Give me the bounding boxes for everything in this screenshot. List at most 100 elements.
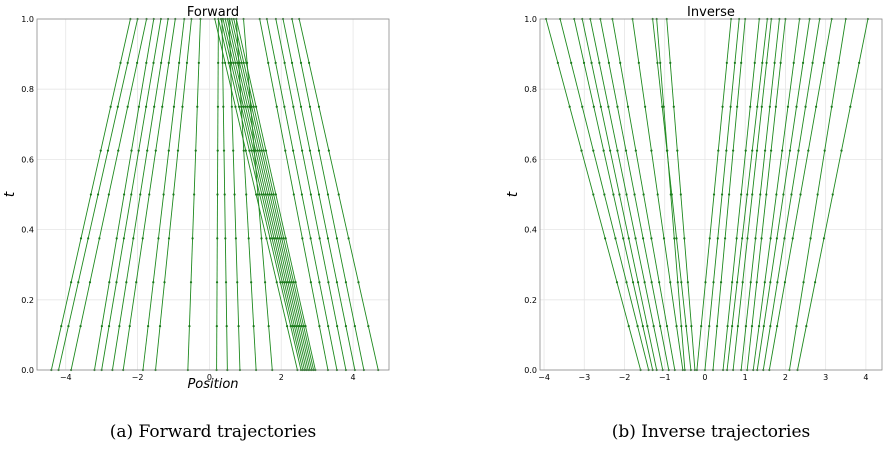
trajectory-point bbox=[318, 281, 321, 284]
trajectory-point bbox=[755, 149, 759, 152]
trajectory-point bbox=[592, 105, 595, 108]
trajectory-point bbox=[840, 149, 843, 152]
inverse-title: Inverse bbox=[687, 5, 735, 20]
trajectory-point bbox=[185, 61, 189, 64]
trajectory-point bbox=[556, 61, 559, 64]
trajectory-point bbox=[641, 325, 644, 328]
trajectory-point bbox=[99, 149, 102, 152]
trajectory-point bbox=[290, 61, 294, 64]
trajectory-point bbox=[783, 281, 787, 284]
trajectory-point bbox=[130, 193, 133, 196]
trajectory-point bbox=[858, 61, 861, 64]
trajectory-point bbox=[189, 281, 193, 284]
trajectory-point bbox=[128, 325, 131, 328]
trajectory-point bbox=[250, 281, 253, 284]
trajectory-point bbox=[719, 281, 723, 284]
trajectory-point bbox=[615, 281, 619, 284]
trajectory-point bbox=[612, 193, 615, 196]
trajectory-point bbox=[776, 325, 779, 328]
trajectory-point bbox=[67, 325, 70, 328]
trajectory-point bbox=[741, 237, 744, 240]
trajectory-point bbox=[309, 193, 312, 196]
trajectory-point bbox=[797, 149, 800, 152]
trajectory-point bbox=[285, 325, 289, 328]
trajectory-point bbox=[700, 325, 703, 328]
trajectory-point bbox=[299, 105, 303, 108]
trajectory-point bbox=[590, 61, 593, 64]
trajectory-point bbox=[788, 149, 792, 152]
trajectory-point bbox=[98, 237, 101, 240]
trajectory-point bbox=[335, 281, 339, 284]
forward-title: Forward bbox=[187, 5, 239, 20]
y-tick-label: 0.8 bbox=[524, 85, 537, 94]
trajectory-point bbox=[224, 281, 228, 284]
trajectory-point bbox=[783, 237, 786, 240]
trajectory-point bbox=[109, 105, 112, 108]
trajectory bbox=[732, 17, 773, 372]
trajectory-point bbox=[292, 281, 295, 284]
trajectory-point bbox=[760, 237, 763, 240]
trajectory-point bbox=[245, 193, 248, 196]
trajectory bbox=[573, 17, 654, 372]
trajectory-point bbox=[618, 193, 621, 196]
trajectory-point bbox=[344, 325, 347, 328]
trajectory-point bbox=[106, 149, 110, 152]
trajectory-point bbox=[326, 237, 330, 240]
trajectory-point bbox=[627, 325, 630, 328]
trajectory-point bbox=[680, 281, 683, 284]
trajectory-point bbox=[96, 193, 100, 196]
trajectory-point bbox=[264, 193, 267, 196]
trajectory bbox=[226, 17, 310, 372]
trajectory-point bbox=[158, 325, 162, 328]
trajectory-point bbox=[270, 193, 273, 196]
trajectory-point bbox=[326, 193, 330, 196]
trajectory-point bbox=[317, 105, 321, 108]
trajectory bbox=[756, 17, 811, 372]
trajectory bbox=[141, 17, 186, 372]
trajectory-point bbox=[801, 61, 805, 64]
trajectory-point bbox=[237, 325, 240, 328]
trajectory-point bbox=[762, 325, 765, 328]
trajectory-point bbox=[765, 61, 768, 64]
trajectory-point bbox=[849, 105, 852, 108]
trajectory-point bbox=[736, 105, 739, 108]
trajectory-point bbox=[242, 149, 245, 152]
inverse-panel: −4 −3 −2 −1 0 1 2 3 40.00.20.40.60.81.0 Inverse … bbox=[505, 5, 883, 442]
trajectory-point bbox=[256, 193, 259, 196]
trajectory-point bbox=[258, 193, 261, 196]
trajectory-point bbox=[626, 105, 630, 108]
trajectory-point bbox=[152, 61, 155, 64]
trajectory-point bbox=[196, 105, 199, 108]
trajectory-point bbox=[162, 193, 165, 196]
trajectory-point bbox=[283, 61, 286, 64]
trajectory-point bbox=[152, 281, 155, 284]
trajectory-point bbox=[725, 149, 728, 152]
trajectory-point bbox=[317, 193, 321, 196]
trajectory-point bbox=[592, 193, 595, 196]
trajectory-point bbox=[216, 105, 220, 108]
trajectory-point bbox=[658, 281, 661, 284]
trajectory-point bbox=[274, 193, 277, 196]
forward-xlabel: Position bbox=[187, 377, 238, 392]
trajectory-point bbox=[256, 149, 259, 152]
trajectory-point bbox=[581, 105, 584, 108]
trajectory-point bbox=[634, 237, 637, 240]
trajectory-point bbox=[750, 325, 754, 328]
trajectory-point bbox=[318, 237, 321, 240]
trajectory-point bbox=[286, 281, 290, 284]
trajectory-point bbox=[292, 149, 295, 152]
trajectory-point bbox=[598, 61, 601, 64]
trajectory-point bbox=[308, 149, 312, 152]
trajectory-point bbox=[222, 149, 226, 152]
trajectory-point bbox=[301, 149, 304, 152]
trajectory-point bbox=[763, 149, 767, 152]
trajectory-point bbox=[656, 61, 659, 64]
y-tick-label: 0.6 bbox=[524, 155, 537, 164]
trajectory-point bbox=[327, 325, 330, 328]
trajectory-point bbox=[760, 105, 763, 108]
trajectory bbox=[721, 17, 761, 372]
trajectory bbox=[215, 17, 220, 372]
trajectory-point bbox=[276, 237, 279, 240]
trajectory-point bbox=[327, 281, 330, 284]
trajectory-point bbox=[234, 61, 237, 64]
